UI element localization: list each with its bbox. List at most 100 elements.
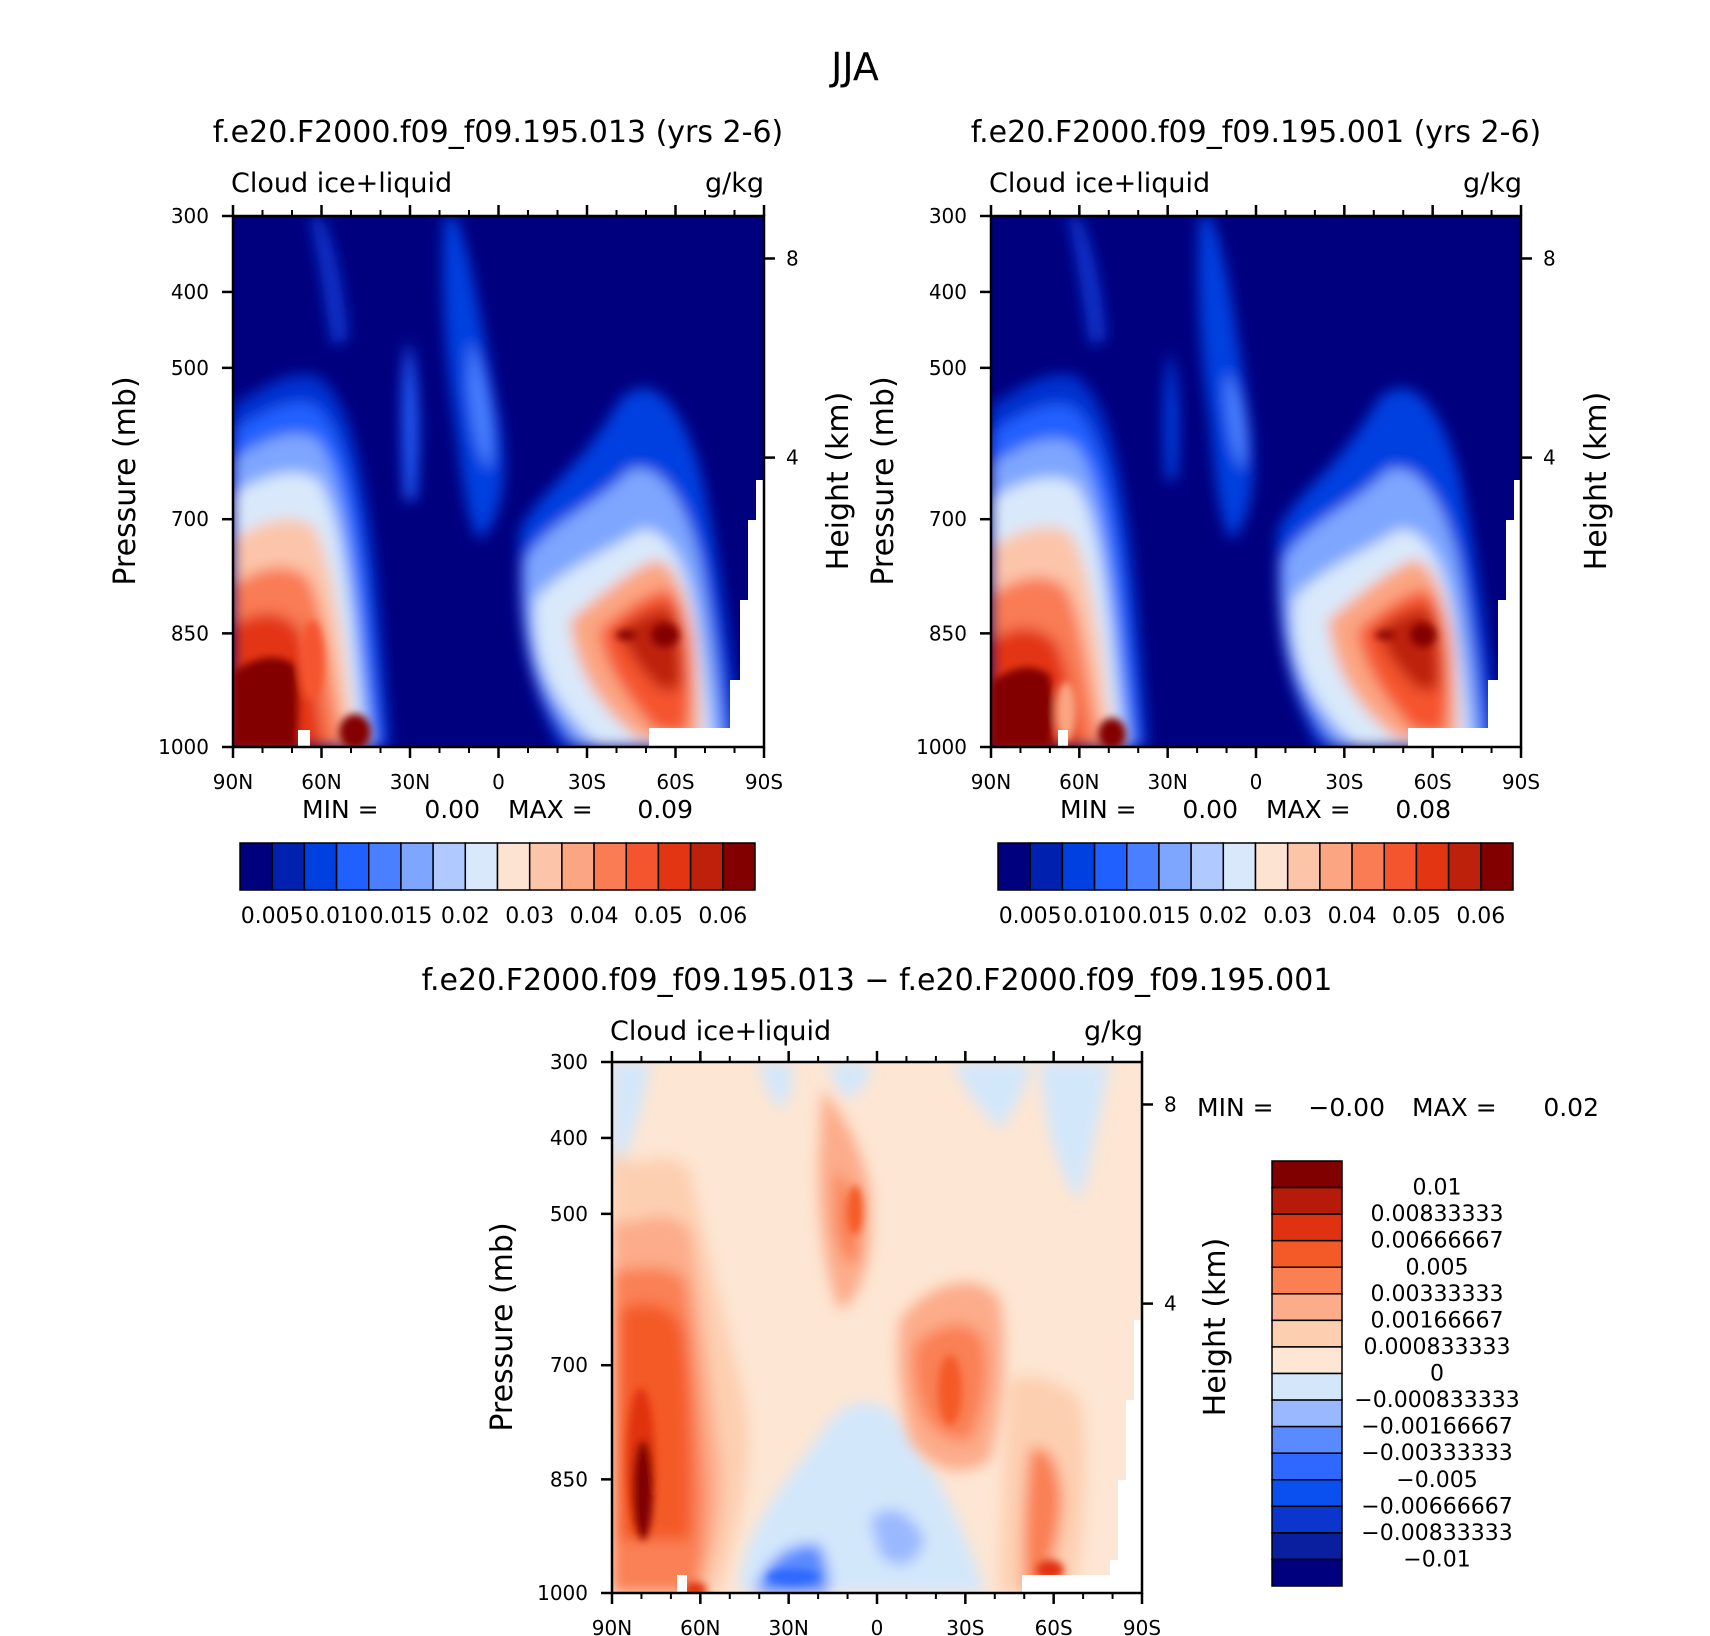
x-tick-label: 90S bbox=[1123, 1616, 1161, 1636]
colorbar-label: 0.010 bbox=[305, 904, 368, 929]
colorbar-swatch bbox=[528, 842, 563, 891]
colorbar-swatch bbox=[1222, 842, 1257, 891]
colorbar-label: 0.015 bbox=[369, 904, 432, 929]
x-tick-label: 30N bbox=[390, 770, 430, 794]
x-tick-label: 30N bbox=[768, 1616, 808, 1636]
min-value: 0.00 bbox=[1182, 795, 1238, 824]
colorbar-label: 0.000833333 bbox=[1364, 1335, 1511, 1360]
colorbar-label: 0.005 bbox=[1406, 1255, 1469, 1280]
colorbar-label: 0.05 bbox=[634, 904, 683, 929]
y-axis-label: Pressure (mb) bbox=[866, 376, 901, 585]
x-tick-label: 60S bbox=[656, 770, 694, 794]
max-value: 0.08 bbox=[1395, 795, 1451, 824]
max-label: MAX = bbox=[508, 795, 593, 824]
y2-tick-label: 8 bbox=[1543, 246, 1556, 270]
panel-a: f.e20.F2000.f09_f09.195.013 (yrs 2-6) Cl… bbox=[108, 115, 856, 929]
panel-title: f.e20.F2000.f09_f09.195.001 (yrs 2-6) bbox=[971, 115, 1541, 150]
units-label: g/kg bbox=[1084, 1016, 1143, 1047]
colorbar-swatch bbox=[1319, 842, 1353, 891]
colorbar: 0.005 0.010 0.015 0.02 0.03 0.04 0.05 0.06 bbox=[239, 842, 756, 929]
colorbar-swatch bbox=[1271, 1372, 1343, 1401]
colorbar-label: −0.00333333 bbox=[1361, 1441, 1512, 1466]
max-value: 0.09 bbox=[637, 795, 693, 824]
y-tick-label: 300 bbox=[550, 1050, 588, 1074]
y2-tick-label: 4 bbox=[1543, 446, 1556, 470]
units-label: g/kg bbox=[1463, 168, 1522, 199]
x-tick-label: 90N bbox=[971, 770, 1011, 794]
colorbar-label: −0.000833333 bbox=[1354, 1388, 1519, 1413]
x-tick-label: 30S bbox=[946, 1616, 984, 1636]
colorbar-label: −0.00666667 bbox=[1361, 1494, 1512, 1519]
panel-title: f.e20.F2000.f09_f09.195.013 − f.e20.F200… bbox=[422, 963, 1333, 998]
colorbar-label: 0.015 bbox=[1127, 904, 1190, 929]
colorbar-label: 0 bbox=[1430, 1362, 1444, 1387]
colorbar-swatch bbox=[496, 842, 531, 891]
max-label: MAX = bbox=[1412, 1093, 1497, 1122]
colorbar-label: 0.00333333 bbox=[1371, 1282, 1504, 1307]
colorbar-label: 0.005 bbox=[241, 904, 304, 929]
x-tick-label: 90S bbox=[745, 770, 783, 794]
colorbar-swatch bbox=[1093, 842, 1128, 891]
panel-title: f.e20.F2000.f09_f09.195.013 (yrs 2-6) bbox=[213, 115, 783, 150]
colorbar-label: 0.02 bbox=[441, 904, 490, 929]
colorbar-swatch bbox=[464, 842, 499, 891]
colorbar-swatch bbox=[368, 842, 402, 891]
colorbar-swatch bbox=[1158, 842, 1192, 891]
colorbar-swatch bbox=[1271, 1558, 1343, 1587]
y-tick-label: 400 bbox=[171, 280, 209, 304]
contour-field bbox=[991, 216, 1521, 747]
colorbar-swatch bbox=[593, 842, 627, 891]
colorbar-label: 0.06 bbox=[698, 904, 747, 929]
colorbar-swatch bbox=[1271, 1346, 1343, 1375]
x-tick-label: 60S bbox=[1035, 1616, 1073, 1636]
y-tick-label: 1000 bbox=[916, 735, 967, 759]
colorbar-swatch bbox=[1271, 1452, 1343, 1481]
y-tick-label: 300 bbox=[171, 204, 209, 228]
colorbar-swatch bbox=[1271, 1532, 1343, 1561]
x-tick-label: 30N bbox=[1147, 770, 1187, 794]
min-value: −0.00 bbox=[1308, 1093, 1385, 1122]
x-tick-label: 0 bbox=[492, 770, 505, 794]
colorbar-label: 0.010 bbox=[1063, 904, 1126, 929]
y2-axis-label: Height (km) bbox=[1579, 392, 1614, 571]
variable-label: Cloud ice+liquid bbox=[989, 168, 1210, 199]
x-tick-label: 0 bbox=[871, 1616, 884, 1636]
colorbar-swatch bbox=[1271, 1319, 1343, 1348]
x-tick-label: 90S bbox=[1502, 770, 1540, 794]
colorbar-label: 0.01 bbox=[1413, 1176, 1462, 1201]
colorbar-swatch bbox=[722, 842, 756, 891]
y2-axis-label: Height (km) bbox=[1198, 1238, 1233, 1417]
colorbar-label: 0.00666667 bbox=[1371, 1229, 1504, 1254]
colorbar-label: 0.06 bbox=[1456, 904, 1505, 929]
y2-tick-label: 8 bbox=[1164, 1092, 1177, 1116]
axes: 90N 60N 30N 0 30S 60S 90S 300 400 500 700 850 1000 8 4 bbox=[158, 204, 799, 794]
colorbar-label: −0.005 bbox=[1396, 1468, 1477, 1493]
panel-c: f.e20.F2000.f09_f09.195.013 − f.e20.F200… bbox=[422, 963, 1599, 1636]
colorbar-swatch bbox=[1126, 842, 1160, 891]
colorbar-label: 0.05 bbox=[1392, 904, 1441, 929]
colorbar-swatch bbox=[1271, 1399, 1343, 1428]
colorbar-swatch bbox=[1271, 1505, 1343, 1534]
max-value: 0.02 bbox=[1543, 1093, 1599, 1122]
colorbar-swatch bbox=[1271, 1266, 1343, 1295]
min-label: MIN = bbox=[302, 795, 379, 824]
colorbar-swatch bbox=[1351, 842, 1385, 891]
y-tick-label: 850 bbox=[550, 1467, 588, 1491]
colorbar-swatch bbox=[625, 842, 660, 891]
colorbar-swatch bbox=[1271, 1479, 1343, 1508]
y-tick-label: 1000 bbox=[537, 1581, 588, 1605]
variable-label: Cloud ice+liquid bbox=[231, 168, 452, 199]
colorbar-swatch bbox=[1447, 842, 1482, 891]
colorbar-label: 0.005 bbox=[999, 904, 1062, 929]
y2-tick-label: 4 bbox=[1164, 1292, 1177, 1316]
y-tick-label: 400 bbox=[929, 280, 967, 304]
y-tick-label: 700 bbox=[550, 1353, 588, 1377]
variable-label: Cloud ice+liquid bbox=[610, 1016, 831, 1047]
colorbar-swatch bbox=[657, 842, 692, 891]
x-tick-label: 30S bbox=[1325, 770, 1363, 794]
colorbar-label: 0.03 bbox=[1263, 904, 1312, 929]
colorbar-label: 0.00833333 bbox=[1371, 1202, 1504, 1227]
colorbar-swatch bbox=[1190, 842, 1225, 891]
